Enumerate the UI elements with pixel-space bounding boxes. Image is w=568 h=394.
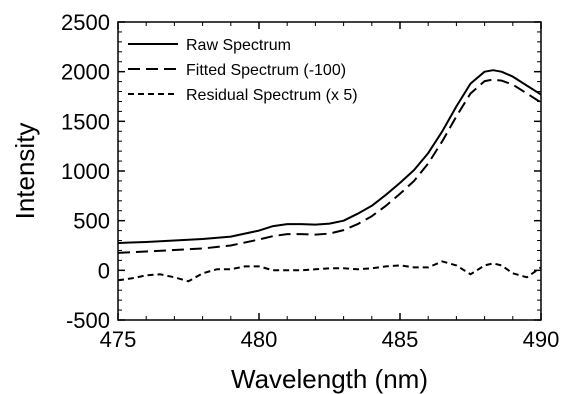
y-tick-label: -500 [66, 308, 110, 333]
y-tick-label: 2500 [61, 10, 110, 35]
y-tick-label: 1000 [61, 159, 110, 184]
legend-label-3: Residual Spectrum (x 5) [186, 87, 358, 104]
series-line-3 [118, 260, 541, 283]
legend-label-2: Fitted Spectrum (-100) [186, 62, 346, 79]
legend-label-1: Raw Spectrum [186, 37, 291, 54]
series-line-2 [118, 78, 541, 254]
y-axis-title: Intensity [10, 123, 40, 220]
x-tick-label: 485 [382, 327, 419, 352]
x-tick-label: 480 [241, 327, 278, 352]
x-axis-title: Wavelength (nm) [231, 364, 428, 394]
series-line-1 [118, 69, 541, 244]
y-tick-label: 500 [73, 209, 110, 234]
y-tick-label: 2000 [61, 60, 110, 85]
y-tick-label: 1500 [61, 109, 110, 134]
x-tick-label: 490 [523, 327, 560, 352]
y-tick-label: 0 [98, 258, 110, 283]
x-tick-label: 475 [100, 327, 137, 352]
